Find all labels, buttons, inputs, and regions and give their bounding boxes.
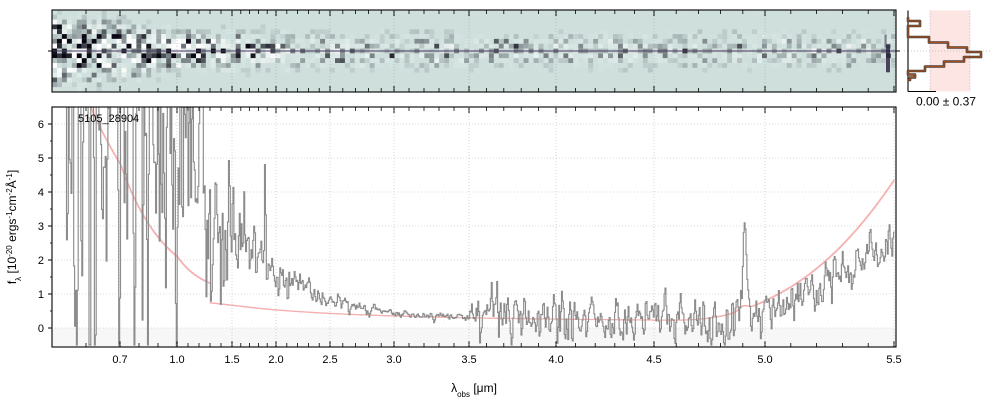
svg-text:2.0: 2.0 [268,354,283,366]
svg-text:2.5: 2.5 [322,354,337,366]
svg-text:5.5: 5.5 [886,354,901,366]
svg-text:2: 2 [38,255,44,267]
svg-text:6: 6 [38,119,44,131]
svg-text:0.7: 0.7 [112,354,127,366]
svg-text:1: 1 [38,289,44,301]
svg-text:0: 0 [38,323,44,335]
svg-text:5: 5 [38,153,44,165]
svg-text:3: 3 [38,221,44,233]
svg-text:4.5: 4.5 [646,354,661,366]
svg-text:5.0: 5.0 [757,354,772,366]
svg-text:1.0: 1.0 [169,354,184,366]
svg-text:0.00 ± 0.37: 0.00 ± 0.37 [916,95,976,109]
svg-text:4.0: 4.0 [548,354,563,366]
svg-text:5105_28904: 5105_28904 [78,113,139,125]
svg-text:1.5: 1.5 [224,354,239,366]
svg-text:4: 4 [38,187,44,199]
svg-text:3.5: 3.5 [461,354,476,366]
svg-text:3.0: 3.0 [386,354,401,366]
